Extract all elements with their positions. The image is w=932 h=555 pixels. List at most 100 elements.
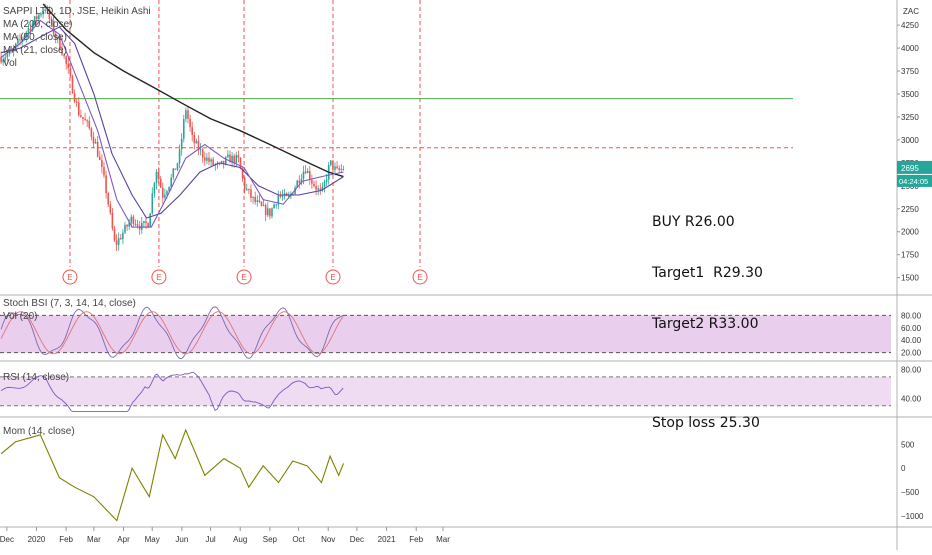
candle-body [168, 186, 170, 192]
candle-body [252, 196, 254, 198]
candle-body [281, 195, 284, 197]
candle-body [111, 212, 114, 229]
time-tick-label: Feb [409, 535, 423, 544]
candle-body [208, 157, 210, 162]
candle-body [124, 224, 126, 233]
time-tick-label: Jun [175, 535, 188, 544]
time-tick-label: 2020 [28, 535, 46, 544]
candle-body [132, 216, 135, 224]
mom-pane [0, 428, 345, 522]
candle-body [325, 179, 328, 182]
candle-body [260, 201, 263, 206]
candle-body [126, 224, 128, 227]
candle-body [80, 115, 82, 117]
candle-body [56, 36, 59, 39]
stoch-tick-label: 60.00 [901, 324, 922, 333]
candle-body [59, 36, 61, 50]
candle-body [315, 186, 317, 190]
ma200-legend[interactable]: MA (200, close) [3, 19, 73, 30]
candle-body [180, 138, 183, 150]
stoch-vol-legend[interactable]: Vol (20) [3, 311, 38, 322]
candle-body [90, 128, 93, 137]
price-tick-label: 1500 [901, 274, 919, 283]
countdown-badge [897, 174, 932, 187]
rsi-tick-label: 40.00 [901, 395, 922, 404]
candle-body [308, 171, 311, 181]
mom-tick-label: −1000 [901, 512, 924, 521]
earnings-marker-icon [236, 269, 252, 285]
countdown-label: 04:24:05 [899, 177, 928, 186]
candle-body [84, 118, 86, 121]
candle-body [128, 222, 130, 227]
price-tick-label: 4000 [901, 44, 919, 53]
candle-body [187, 110, 189, 119]
candle-body [96, 141, 99, 157]
candle-body [191, 127, 193, 136]
candle-body [77, 102, 80, 116]
momentum-line [0, 428, 345, 522]
candle-body [88, 120, 91, 129]
moving-averages [0, 3, 344, 228]
ma21-line [0, 19, 344, 228]
stoch-legend-title[interactable]: Stoch BSI (7, 3, 14, 14, close) [3, 298, 136, 309]
candle-body [319, 188, 322, 191]
candle-body [292, 193, 294, 195]
candle-body [113, 228, 116, 241]
candle-body [17, 39, 19, 44]
candle-body [340, 168, 343, 170]
candle-body [241, 168, 244, 179]
target1-text: Target1 R29.30 [652, 265, 763, 281]
candle-body [29, 28, 32, 31]
ma21-legend[interactable]: MA (21, close) [3, 45, 67, 56]
candle-body [35, 16, 38, 20]
candle-body [197, 140, 200, 151]
candle-body [220, 160, 223, 164]
rsi-legend[interactable]: RSI (14, close) [3, 372, 70, 383]
candle-body [304, 171, 307, 174]
candle-body [151, 193, 154, 214]
candle-body [243, 178, 246, 190]
horizontal-levels [0, 98, 793, 149]
earnings-marker-label: E [241, 273, 246, 282]
candle-body [235, 155, 238, 164]
candle-body [271, 208, 273, 217]
target2-text: Target2 R33.00 [652, 316, 759, 332]
candle-body [50, 18, 53, 21]
price-tick-label: 1750 [901, 251, 919, 260]
candle-body [63, 54, 65, 57]
mom-tick-label: −500 [901, 488, 920, 497]
candle-body [201, 149, 204, 158]
time-tick-label: Feb [59, 535, 73, 544]
candle-body [140, 222, 143, 230]
candle-body [164, 194, 166, 198]
vol-legend[interactable]: Vol [3, 58, 17, 69]
candle-body [273, 204, 275, 209]
candle-body [42, 11, 44, 15]
price-tick-label: 3750 [901, 67, 919, 76]
ma50-legend[interactable]: MA (50, close) [3, 32, 67, 43]
price-tick-label: 2250 [901, 205, 919, 214]
candle-body [302, 171, 305, 180]
time-tick-label: Mar [436, 535, 450, 544]
candle-body [25, 32, 28, 37]
rsi-tick-label: 80.00 [901, 366, 922, 375]
candle-body [300, 179, 303, 184]
rsi-pane [0, 371, 891, 413]
stoch-band [0, 315, 891, 353]
time-tick-label: Oct [292, 535, 305, 544]
candle-body [174, 168, 177, 170]
candle-body [256, 200, 259, 203]
mom-legend[interactable]: Mom (14, close) [3, 426, 75, 437]
candle-body [218, 163, 221, 165]
candle-body [306, 171, 309, 174]
time-tick-label: Nov [321, 535, 335, 544]
candle-body [195, 140, 198, 144]
stop-loss-text: Stop loss 25.30 [652, 415, 760, 431]
rsi-line [0, 371, 344, 413]
candle-body [138, 225, 141, 230]
symbol-title[interactable]: SAPPI LTD, 1D, JSE, Heikin Ashi [3, 6, 151, 17]
time-tick-label: 2021 [378, 535, 396, 544]
time-tick-label: Apr [117, 535, 130, 544]
